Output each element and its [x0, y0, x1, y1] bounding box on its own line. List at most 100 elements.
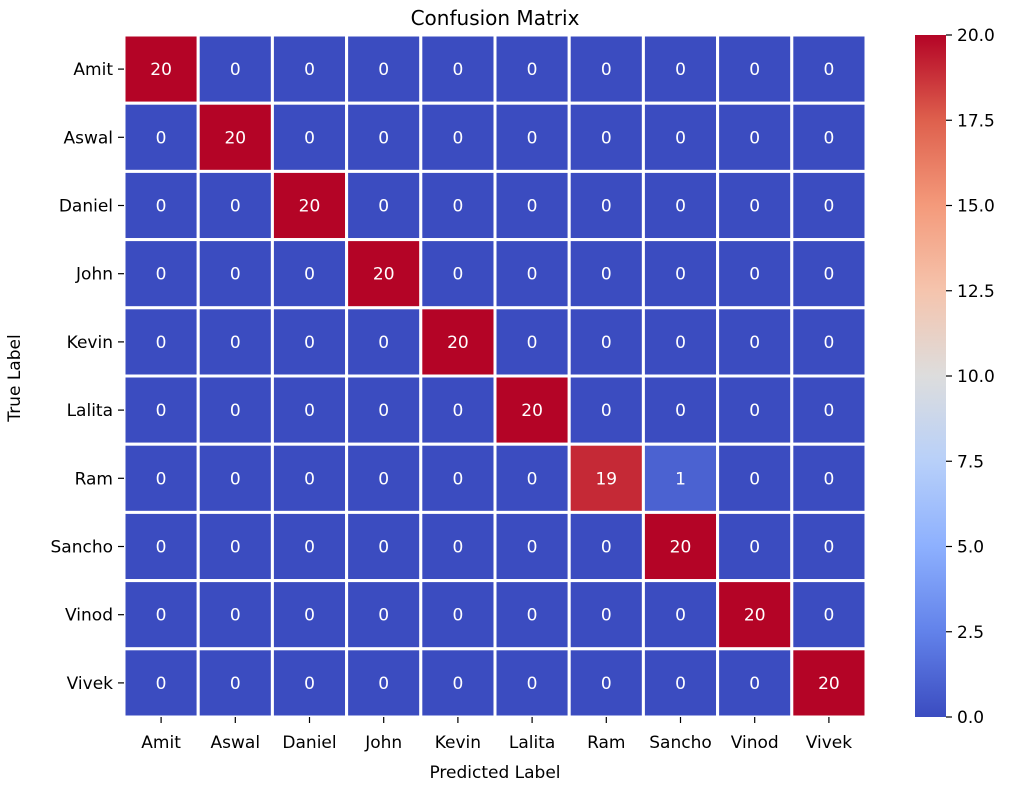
cell-value-label: 0 — [452, 674, 463, 694]
heatmap-cell — [122, 374, 200, 446]
heatmap-cell — [122, 238, 200, 310]
cell-value-label: 0 — [675, 60, 686, 80]
cell-value-label: 0 — [378, 333, 389, 353]
cell-value-label: 0 — [601, 333, 612, 353]
heatmap-cell — [790, 306, 868, 378]
x-tick-label: Sancho — [649, 733, 712, 753]
cell-value-label: 0 — [304, 60, 315, 80]
heatmap-cell — [345, 101, 423, 173]
heatmap-cell — [567, 442, 645, 514]
cell-value-label: 20 — [818, 674, 840, 694]
heatmap-cell — [196, 169, 274, 242]
cell-value-label: 0 — [304, 265, 315, 285]
cell-value-label: 0 — [527, 128, 538, 148]
y-tick-label: Daniel — [59, 197, 113, 217]
heatmap-cell — [493, 442, 571, 514]
cell-value-label: 0 — [601, 60, 612, 80]
heatmap-cell — [567, 238, 645, 310]
cell-value-label: 0 — [230, 197, 241, 217]
cell-value-label: 20 — [299, 197, 321, 217]
x-tick-label: Amit — [141, 733, 181, 753]
heatmap-cell — [716, 579, 794, 651]
cell-value-label: 0 — [675, 265, 686, 285]
heatmap-cell — [493, 647, 571, 719]
cell-value-label: 20 — [373, 265, 395, 285]
y-tick-label: Sancho — [50, 538, 113, 558]
cell-value-label: 0 — [675, 606, 686, 626]
cell-value-label: 0 — [823, 197, 834, 217]
heatmap-cell — [790, 169, 868, 242]
x-tick-label: Vivek — [806, 733, 852, 753]
cell-value-label: 0 — [230, 401, 241, 421]
x-tick-label: Daniel — [282, 733, 336, 753]
cell-value-label: 0 — [452, 469, 463, 489]
cell-value-label: 0 — [378, 197, 389, 217]
cell-value-label: 20 — [150, 60, 172, 80]
cell-value-label: 0 — [156, 401, 167, 421]
heatmap-cell — [567, 169, 645, 242]
heatmap-cell — [419, 579, 497, 651]
cell-value-label: 0 — [378, 128, 389, 148]
cell-value-label: 0 — [452, 265, 463, 285]
cell-value-label: 0 — [378, 469, 389, 489]
colorbar-tick-label: 10.0 — [957, 367, 995, 387]
heatmap-cell — [641, 442, 720, 514]
cell-value-label: 1 — [675, 469, 686, 489]
cell-value-label: 0 — [230, 469, 241, 489]
cell-value-label: 0 — [156, 606, 167, 626]
heatmap-cell — [567, 579, 645, 651]
colorbar-tick-label: 0.0 — [957, 708, 984, 728]
cell-value-label: 0 — [527, 333, 538, 353]
cell-value-label: 0 — [378, 538, 389, 558]
heatmap-cell — [790, 101, 868, 173]
cell-value-label: 0 — [823, 265, 834, 285]
cell-value-label: 0 — [230, 60, 241, 80]
heatmap-cell — [641, 33, 720, 105]
colorbar-tick-label: 7.5 — [957, 452, 984, 472]
y-tick-label: Vivek — [67, 674, 113, 694]
cell-value-label: 0 — [156, 265, 167, 285]
heatmap-cell — [641, 579, 720, 651]
y-tick-label: Aswal — [63, 128, 113, 148]
y-tick-label: John — [75, 265, 113, 285]
heatmap-cell — [345, 374, 423, 446]
cell-value-label: 0 — [823, 401, 834, 421]
cell-value-label: 0 — [230, 538, 241, 558]
cell-value-label: 0 — [527, 674, 538, 694]
cell-value-label: 0 — [378, 606, 389, 626]
cell-value-label: 0 — [675, 333, 686, 353]
cell-value-label: 0 — [749, 401, 760, 421]
heatmap-cell — [790, 442, 868, 514]
heatmap-cell — [716, 101, 794, 173]
heatmap-cell — [196, 510, 274, 583]
cell-value-label: 0 — [823, 333, 834, 353]
chart-title: Confusion Matrix — [411, 6, 580, 30]
heatmap-cell — [641, 647, 720, 719]
cell-value-label: 0 — [749, 333, 760, 353]
heatmap-cell — [122, 647, 200, 719]
heatmap-cell — [493, 238, 571, 310]
cell-value-label: 0 — [675, 674, 686, 694]
cell-value-label: 20 — [670, 538, 692, 558]
cell-value-label: 0 — [304, 333, 315, 353]
heatmap-cell — [567, 647, 645, 719]
x-tick-label: Lalita — [509, 733, 555, 753]
cell-value-label: 0 — [675, 401, 686, 421]
cell-value-label: 0 — [304, 674, 315, 694]
cell-value-label: 0 — [601, 606, 612, 626]
cell-value-label: 20 — [224, 128, 246, 148]
colorbar-ticks: 0.0 2.5 5.0 7.5 10.0 12.5 15.0 17.5 20.0 — [946, 26, 995, 728]
cell-value-label: 0 — [452, 60, 463, 80]
heatmap-cell — [122, 442, 200, 514]
cell-value-label: 0 — [823, 606, 834, 626]
x-tick-labels: Amit Aswal Daniel John Kevin Lalita Ram Sancho V… — [141, 717, 852, 753]
cell-value-label: 0 — [230, 265, 241, 285]
cell-value-label: 0 — [304, 401, 315, 421]
cell-value-label: 0 — [378, 674, 389, 694]
cell-value-label: 0 — [156, 469, 167, 489]
cell-value-label: 0 — [675, 197, 686, 217]
cell-value-label: 0 — [823, 538, 834, 558]
colorbar-tick-label: 2.5 — [957, 623, 984, 643]
heatmap-cell — [270, 169, 349, 242]
